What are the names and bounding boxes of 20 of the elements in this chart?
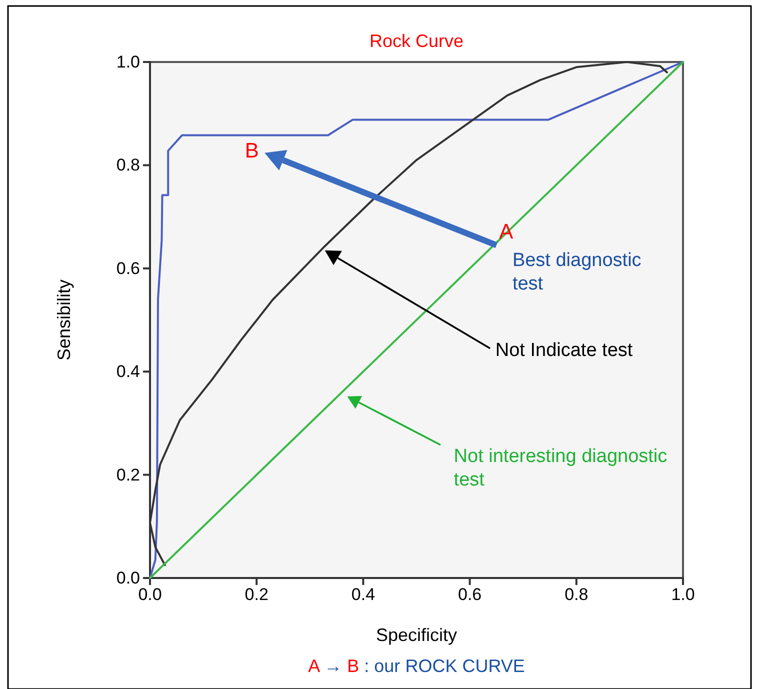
chart-title: Rock Curve xyxy=(369,31,464,51)
text: A → B : our ROCK CURVE xyxy=(308,656,525,676)
x-tick-label: 1.0 xyxy=(671,585,695,604)
x-tick-label: 0.8 xyxy=(564,585,588,604)
x-tick-label: 0.6 xyxy=(458,585,482,604)
y-tick-label: 0.6 xyxy=(116,258,140,278)
x-tick-label: 0.0 xyxy=(138,585,162,604)
annotation: Not Indicate test xyxy=(495,340,634,362)
y-tick-label: 0.0 xyxy=(116,568,140,588)
y-tick-label: 1.0 xyxy=(116,52,140,72)
x-tick-label: 0.2 xyxy=(244,585,268,604)
annotation: B xyxy=(244,139,259,162)
y-axis-title: Sensibility xyxy=(54,279,74,361)
y-tick-label: 0.4 xyxy=(116,362,140,382)
annotation: Best diagnostic test xyxy=(512,250,642,295)
y-tick-label: 0.8 xyxy=(116,156,140,175)
x-axis-title: Specificity xyxy=(376,625,458,645)
annotation: Not interesting diagnostic test xyxy=(454,446,668,491)
y-tick-label: 0.2 xyxy=(116,465,140,484)
x-tick-label: 0.4 xyxy=(351,585,376,604)
